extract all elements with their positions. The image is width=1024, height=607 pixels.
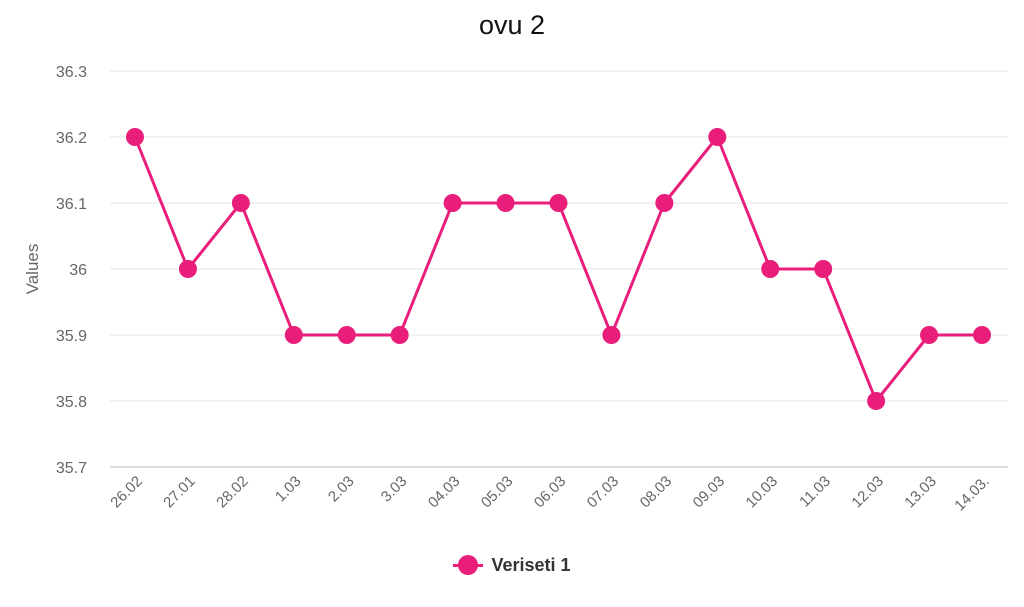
legend-swatch-dot <box>458 555 479 575</box>
x-tick-label: 28.02 <box>213 473 252 512</box>
data-point[interactable] <box>231 194 250 212</box>
data-point[interactable] <box>337 326 356 344</box>
data-point[interactable] <box>602 326 621 344</box>
legend[interactable]: Veriseti 1 <box>0 553 1024 577</box>
x-tick-label: 10.03 <box>743 473 782 512</box>
y-tick-label: 36.1 <box>56 196 87 213</box>
x-tick-label: 13.03 <box>901 473 940 512</box>
data-point[interactable] <box>655 194 674 212</box>
x-tick-label: 3.03 <box>378 473 411 506</box>
y-tick-label: 35.8 <box>56 394 87 411</box>
data-point[interactable] <box>973 326 991 344</box>
legend-swatch <box>453 553 484 577</box>
grid-lines <box>110 70 1008 468</box>
data-point[interactable] <box>496 194 515 212</box>
x-tick-label: 1.03 <box>272 473 305 506</box>
data-point[interactable] <box>867 392 886 410</box>
data-point[interactable] <box>178 260 197 278</box>
x-tick-label: 05.03 <box>478 473 517 512</box>
data-point[interactable] <box>284 326 303 344</box>
y-tick-label: 35.9 <box>56 328 87 345</box>
x-tick-label: 26.02 <box>107 473 146 512</box>
chart-title: ovu 2 <box>478 10 546 40</box>
x-tick-label: 14.03. <box>951 473 993 515</box>
data-point[interactable] <box>549 194 568 212</box>
data-point[interactable] <box>390 326 409 344</box>
x-tick-label: 27.01 <box>160 473 199 512</box>
series-layer <box>126 128 991 410</box>
y-tick-label: 36.3 <box>56 64 87 81</box>
y-axis-label: Values <box>23 244 42 295</box>
x-tick-label: 06.03 <box>531 473 570 512</box>
x-tick-label: 09.03 <box>690 473 729 512</box>
data-point[interactable] <box>761 260 780 278</box>
data-point[interactable] <box>920 326 939 344</box>
y-axis-ticks: 35.7 35.8 35.9 36 36.1 36.2 36.3 <box>56 64 87 477</box>
data-point[interactable] <box>708 128 727 146</box>
x-tick-label: 11.03 <box>796 473 834 511</box>
data-point[interactable] <box>443 194 462 212</box>
y-tick-label: 36.2 <box>56 130 87 147</box>
x-axis-ticks: 26.02 27.01 28.02 1.03 2.03 3.03 04.03 05.03 06.… <box>107 473 993 515</box>
x-tick-label: 08.03 <box>637 473 676 512</box>
legend-label: Veriseti 1 <box>491 554 571 575</box>
x-tick-label: 2.03 <box>325 473 358 506</box>
x-tick-label: 04.03 <box>425 473 464 512</box>
y-tick-label: 36 <box>69 262 87 279</box>
y-tick-label: 35.7 <box>56 460 87 477</box>
x-tick-label: 07.03 <box>584 473 623 512</box>
data-point[interactable] <box>814 260 833 278</box>
data-point[interactable] <box>126 128 144 146</box>
x-tick-label: 12.03 <box>848 473 887 512</box>
